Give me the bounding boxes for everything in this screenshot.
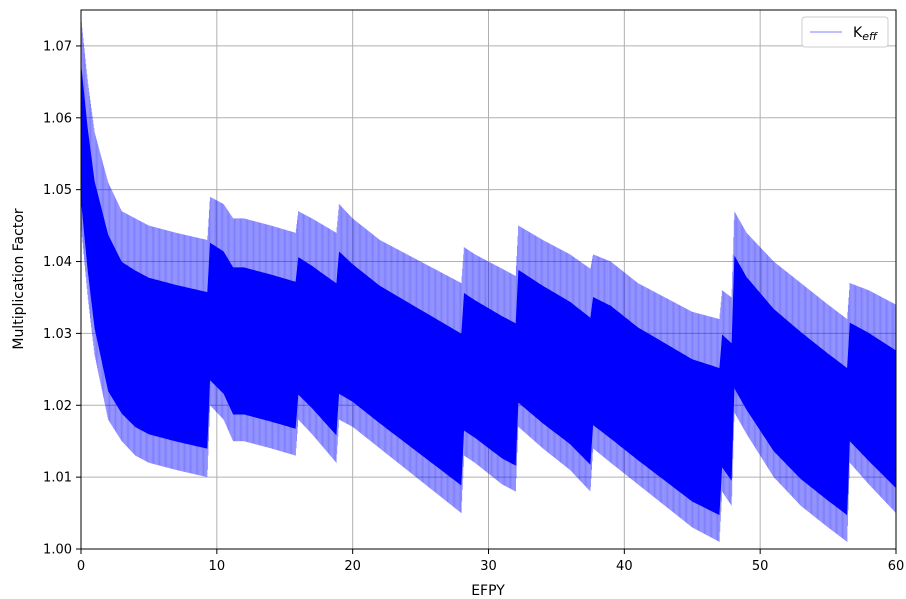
x-axis-ticks: 0 10 20 30 40 50 60 — [77, 549, 904, 574]
y-tick-label: 1.00 — [43, 543, 72, 558]
keff-series-line — [81, 17, 896, 542]
x-tick-label: 10 — [209, 559, 226, 574]
series-group — [81, 17, 896, 542]
y-tick-label: 1.03 — [43, 327, 72, 342]
y-tick-label: 1.05 — [43, 183, 72, 198]
y-tick-label: 1.06 — [43, 111, 72, 126]
x-tick-label: 60 — [888, 559, 905, 574]
x-tick-label: 30 — [480, 559, 497, 574]
y-tick-label: 1.04 — [43, 255, 72, 270]
y-tick-label: 1.07 — [43, 39, 72, 54]
y-axis-ticks: 1.00 1.01 1.02 1.03 1.04 1.05 1.06 1.07 — [43, 39, 81, 558]
legend: Keff — [801, 16, 889, 48]
y-tick-label: 1.01 — [43, 471, 72, 486]
y-axis-label: Multiplication Factor — [11, 208, 27, 350]
legend-label-keff: Keff — [853, 25, 878, 43]
x-tick-label: 0 — [77, 559, 85, 574]
legend-label-main: K — [853, 25, 863, 41]
y-tick-label: 1.02 — [43, 399, 72, 414]
legend-box — [801, 16, 889, 48]
legend-label-subscript: eff — [862, 30, 878, 43]
x-tick-label: 40 — [616, 559, 633, 574]
x-tick-label: 50 — [752, 559, 769, 574]
x-axis-label: EFPY — [471, 583, 505, 599]
x-tick-label: 20 — [344, 559, 361, 574]
